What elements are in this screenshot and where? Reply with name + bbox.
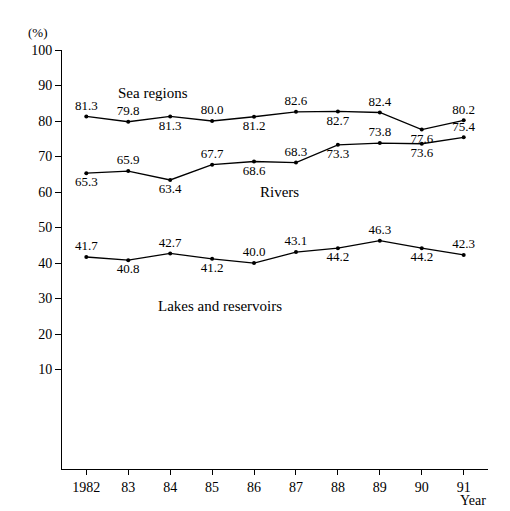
svg-text:81.2: 81.2: [243, 118, 266, 133]
svg-text:42.3: 42.3: [452, 236, 475, 251]
svg-text:85: 85: [205, 480, 219, 495]
svg-text:88: 88: [331, 480, 345, 495]
svg-text:(%): (%): [28, 25, 48, 40]
svg-text:Sea regions: Sea regions: [118, 85, 188, 101]
svg-text:46.3: 46.3: [368, 222, 391, 237]
svg-text:80.2: 80.2: [452, 102, 475, 117]
svg-text:40.8: 40.8: [117, 261, 140, 276]
svg-text:41.2: 41.2: [201, 260, 224, 275]
svg-text:79.8: 79.8: [117, 103, 140, 118]
svg-text:68.3: 68.3: [285, 144, 308, 159]
svg-text:73.3: 73.3: [327, 146, 350, 161]
svg-text:81.3: 81.3: [75, 98, 98, 113]
svg-text:89: 89: [373, 480, 387, 495]
svg-text:80.0: 80.0: [201, 102, 224, 117]
svg-text:30: 30: [38, 291, 52, 306]
svg-text:65.3: 65.3: [75, 174, 98, 189]
svg-text:84: 84: [163, 480, 177, 495]
svg-text:60: 60: [38, 185, 52, 200]
svg-text:91: 91: [457, 480, 471, 495]
svg-text:Year: Year: [460, 493, 486, 508]
svg-text:10: 10: [38, 362, 52, 377]
svg-text:100: 100: [31, 43, 52, 58]
svg-text:1982: 1982: [72, 480, 100, 495]
svg-text:42.7: 42.7: [159, 235, 182, 250]
svg-text:40: 40: [38, 256, 52, 271]
svg-text:70: 70: [38, 149, 52, 164]
svg-text:67.7: 67.7: [201, 146, 224, 161]
svg-text:90: 90: [415, 480, 429, 495]
svg-text:73.8: 73.8: [368, 124, 391, 139]
svg-text:40.0: 40.0: [243, 244, 266, 259]
svg-text:Lakes and reservoirs: Lakes and reservoirs: [158, 298, 282, 314]
svg-text:77.6: 77.6: [410, 131, 433, 146]
svg-text:43.1: 43.1: [285, 233, 308, 248]
svg-text:50: 50: [38, 220, 52, 235]
svg-text:87: 87: [289, 480, 303, 495]
svg-text:75.4: 75.4: [452, 119, 475, 134]
svg-text:83: 83: [121, 480, 135, 495]
svg-text:80: 80: [38, 114, 52, 129]
svg-text:65.9: 65.9: [117, 152, 140, 167]
svg-text:81.3: 81.3: [159, 118, 182, 133]
svg-text:Rivers: Rivers: [260, 184, 299, 200]
svg-text:63.4: 63.4: [159, 181, 182, 196]
svg-text:44.2: 44.2: [410, 249, 433, 264]
svg-text:82.6: 82.6: [285, 93, 308, 108]
svg-text:82.7: 82.7: [327, 113, 350, 128]
svg-text:41.7: 41.7: [75, 238, 98, 253]
svg-text:44.2: 44.2: [327, 249, 350, 264]
svg-text:20: 20: [38, 327, 52, 342]
svg-text:90: 90: [38, 78, 52, 93]
svg-text:68.6: 68.6: [243, 163, 266, 178]
svg-text:86: 86: [247, 480, 261, 495]
svg-text:73.6: 73.6: [410, 145, 433, 160]
svg-text:82.4: 82.4: [368, 94, 391, 109]
